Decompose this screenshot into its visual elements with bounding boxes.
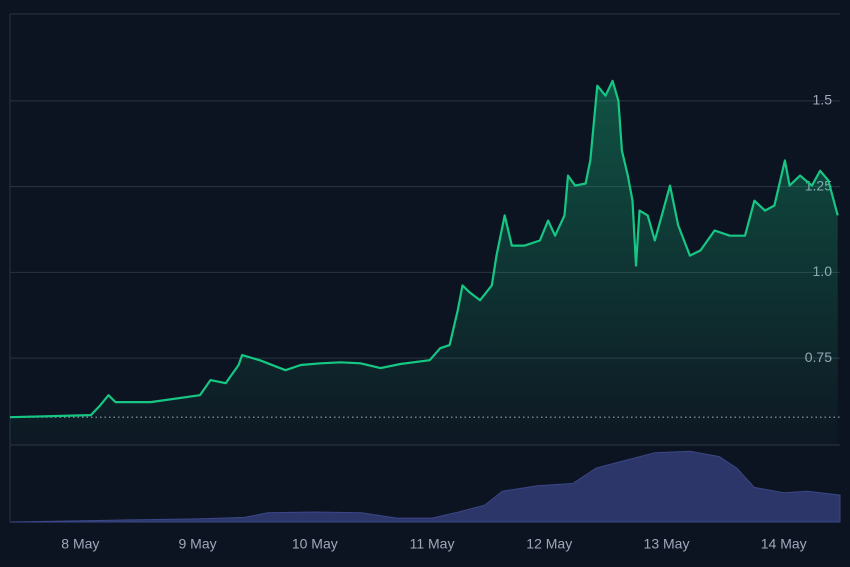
y-tick-label: 1.5 bbox=[813, 92, 833, 108]
x-tick-label: 13 May bbox=[644, 536, 690, 552]
x-tick-label: 8 May bbox=[61, 536, 99, 552]
x-tick-label: 12 May bbox=[526, 536, 572, 552]
x-tick-label: 11 May bbox=[410, 536, 455, 552]
x-tick-label: 9 May bbox=[179, 536, 217, 552]
price-area bbox=[10, 80, 838, 446]
volume-area bbox=[9, 450, 841, 523]
x-tick-label: 14 May bbox=[761, 536, 807, 552]
price-line bbox=[9, 79, 839, 419]
x-tick-label: 10 May bbox=[292, 536, 338, 552]
